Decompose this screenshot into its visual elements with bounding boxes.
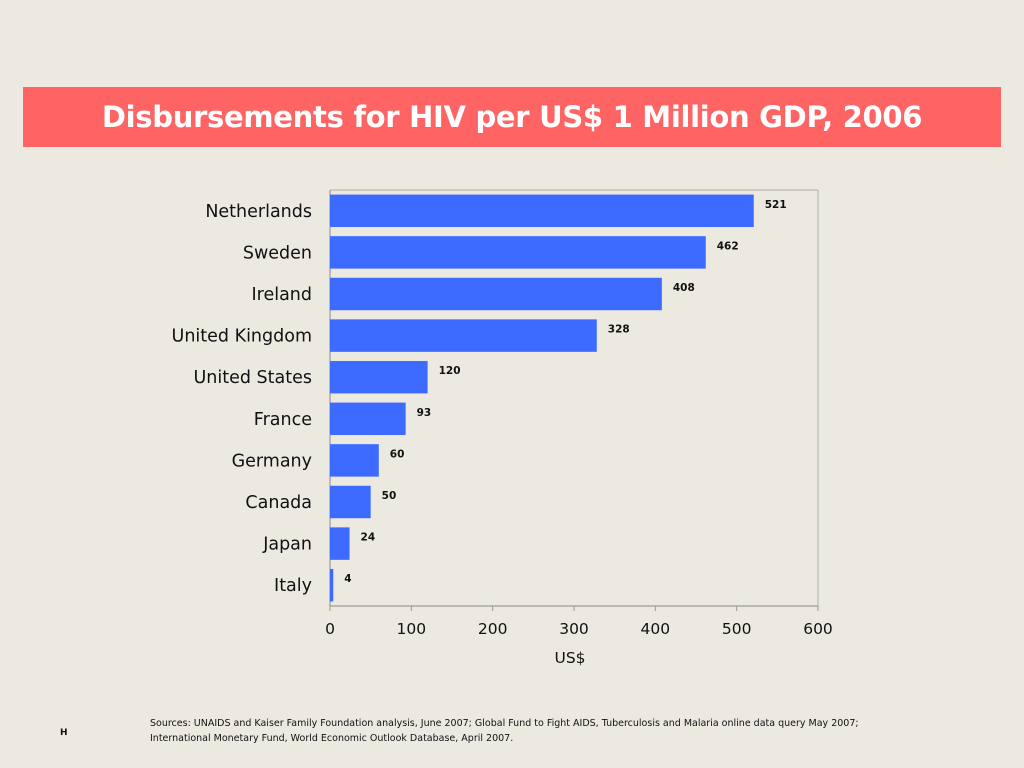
data-label: 50 [382, 490, 397, 502]
data-label: 24 [361, 532, 376, 544]
bar [330, 236, 706, 269]
slide-mark: H [60, 728, 68, 738]
bar [330, 402, 406, 436]
bar [330, 485, 371, 519]
x-axis-title: US$ [554, 649, 585, 667]
x-tick-label: 100 [397, 620, 427, 638]
x-tick-label: 500 [722, 620, 752, 638]
x-tick-label: 400 [641, 620, 671, 638]
data-label: 408 [673, 282, 695, 294]
data-label: 120 [439, 365, 461, 377]
chart-title: Disbursements for HIV per US$ 1 Million … [101, 100, 923, 134]
category-label: United States [193, 368, 312, 388]
category-label: France [254, 410, 312, 430]
footnote-line-1: Sources: UNAIDS and Kaiser Family Founda… [150, 718, 859, 729]
bar [330, 360, 428, 394]
data-label: 93 [417, 407, 432, 419]
category-label: Japan [262, 535, 312, 555]
title-banner: Disbursements for HIV per US$ 1 Million … [23, 87, 1001, 147]
category-label: Ireland [251, 285, 312, 305]
x-tick-label: 0 [325, 620, 335, 638]
category-label: Sweden [243, 243, 312, 263]
data-label: 60 [390, 448, 405, 460]
category-label: Germany [232, 451, 312, 471]
category-label: Canada [245, 493, 312, 513]
x-tick-label: 200 [478, 620, 508, 638]
bar [330, 319, 597, 352]
bar [330, 527, 350, 560]
bar [330, 568, 334, 602]
sources-footnote: Sources: UNAIDS and Kaiser Family Founda… [150, 716, 870, 746]
data-label: 4 [344, 573, 351, 585]
bar [330, 277, 662, 311]
x-tick-label: 600 [803, 620, 833, 638]
data-label: 328 [608, 324, 630, 336]
bar [330, 194, 754, 228]
category-label: United Kingdom [172, 327, 312, 347]
x-tick-label: 300 [559, 620, 589, 638]
footnote-line-2: International Monetary Fund, World Econo… [150, 733, 514, 744]
bar [330, 444, 379, 477]
data-label: 521 [765, 199, 787, 211]
category-label: Netherlands [205, 202, 312, 222]
data-label: 462 [717, 240, 739, 252]
category-label: Italy [274, 576, 312, 596]
